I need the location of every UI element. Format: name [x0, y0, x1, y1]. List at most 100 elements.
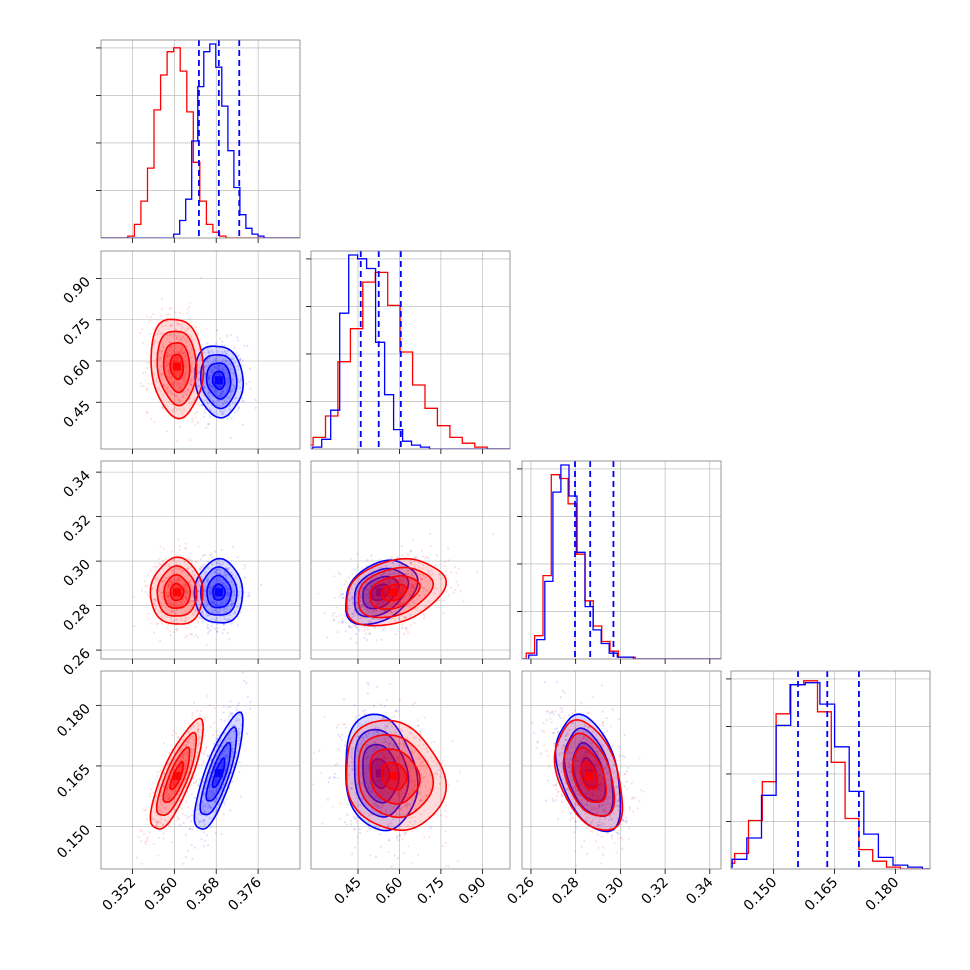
sample-point	[349, 592, 352, 595]
sample-point	[383, 757, 386, 760]
sample-point	[172, 783, 175, 786]
sample-point	[383, 778, 386, 781]
sample-point	[353, 827, 356, 831]
sample-point	[193, 368, 196, 371]
sample-point	[188, 390, 191, 393]
sample-point	[354, 797, 357, 800]
sample-point	[412, 751, 415, 754]
sample-point	[217, 562, 221, 566]
sample-point	[192, 569, 195, 573]
sample-point	[196, 384, 200, 388]
sample-point	[235, 351, 238, 355]
sample-point	[225, 361, 228, 364]
sample-point	[178, 548, 181, 551]
blue-contour	[212, 583, 226, 601]
sample-point	[193, 366, 196, 369]
sample-point	[190, 759, 193, 762]
sample-point	[161, 580, 165, 583]
sample-point	[580, 801, 583, 804]
sample-point	[165, 364, 168, 367]
sample-point	[403, 746, 406, 749]
sample-point	[227, 587, 230, 590]
sample-point	[214, 390, 217, 393]
sample-point	[238, 731, 241, 734]
sample-point	[191, 400, 194, 404]
sample-point	[382, 619, 386, 622]
sample-point	[169, 602, 173, 605]
sample-point	[359, 599, 362, 602]
sample-point	[459, 590, 463, 593]
sample-point	[389, 766, 392, 769]
sample-point	[418, 573, 421, 577]
sample-point	[221, 632, 224, 635]
sample-point	[603, 811, 606, 815]
sample-point	[177, 322, 180, 325]
sample-point	[363, 757, 366, 760]
sample-point	[167, 595, 170, 598]
sample-point	[401, 580, 404, 584]
sample-point	[406, 802, 409, 805]
sample-point	[386, 757, 389, 761]
sample-point	[370, 558, 374, 561]
sample-point	[158, 820, 161, 823]
sample-point	[355, 641, 358, 644]
sample-point	[196, 751, 200, 754]
sample-point	[335, 606, 338, 609]
sample-point	[169, 797, 172, 800]
sample-point	[190, 364, 193, 367]
red-contour	[381, 762, 408, 792]
sample-point	[365, 603, 368, 606]
sample-point	[230, 599, 233, 603]
sample-point	[194, 608, 197, 611]
sample-point	[183, 408, 186, 411]
sample-point	[179, 338, 182, 341]
sample-point	[185, 362, 188, 365]
sample-point	[187, 567, 190, 571]
sample-point	[179, 400, 182, 403]
sample-point	[197, 372, 200, 375]
sample-point	[236, 355, 239, 358]
red-density-peak	[172, 772, 181, 781]
sample-point	[447, 559, 450, 562]
sample-point	[368, 732, 371, 735]
sample-point	[402, 831, 406, 834]
sample-point	[192, 599, 195, 603]
sample-point	[365, 794, 368, 798]
sample-point	[365, 735, 369, 738]
sample-point	[184, 596, 188, 599]
sample-point	[394, 769, 397, 772]
sample-point	[207, 372, 211, 375]
sample-point	[222, 602, 225, 605]
sample-point	[361, 587, 364, 590]
sample-point	[176, 568, 179, 571]
sample-point	[349, 803, 352, 806]
sample-point	[208, 586, 211, 589]
sample-point	[405, 759, 408, 763]
sample-point	[210, 552, 213, 556]
sample-point	[212, 607, 215, 610]
sample-point	[347, 764, 350, 767]
sample-point	[333, 772, 336, 776]
sample-point	[204, 809, 207, 812]
sample-point	[398, 698, 401, 701]
sample-point	[194, 608, 197, 611]
sample-point	[164, 362, 167, 365]
sample-point	[192, 712, 195, 715]
sample-point	[207, 377, 211, 380]
sample-point	[591, 741, 594, 745]
sample-point	[205, 365, 208, 368]
sample-point	[212, 601, 216, 604]
sample-point	[176, 337, 179, 340]
sample-point	[246, 695, 250, 698]
sample-point	[184, 378, 187, 381]
sample-point	[155, 386, 158, 389]
sample-point	[205, 426, 208, 429]
sample-point	[370, 620, 373, 623]
sample-point	[167, 582, 170, 585]
sample-point	[170, 611, 173, 614]
sample-point	[229, 571, 233, 574]
sample-point	[440, 577, 443, 580]
sample-point	[398, 793, 401, 796]
sample-point	[437, 599, 440, 602]
sample-point	[388, 722, 391, 725]
